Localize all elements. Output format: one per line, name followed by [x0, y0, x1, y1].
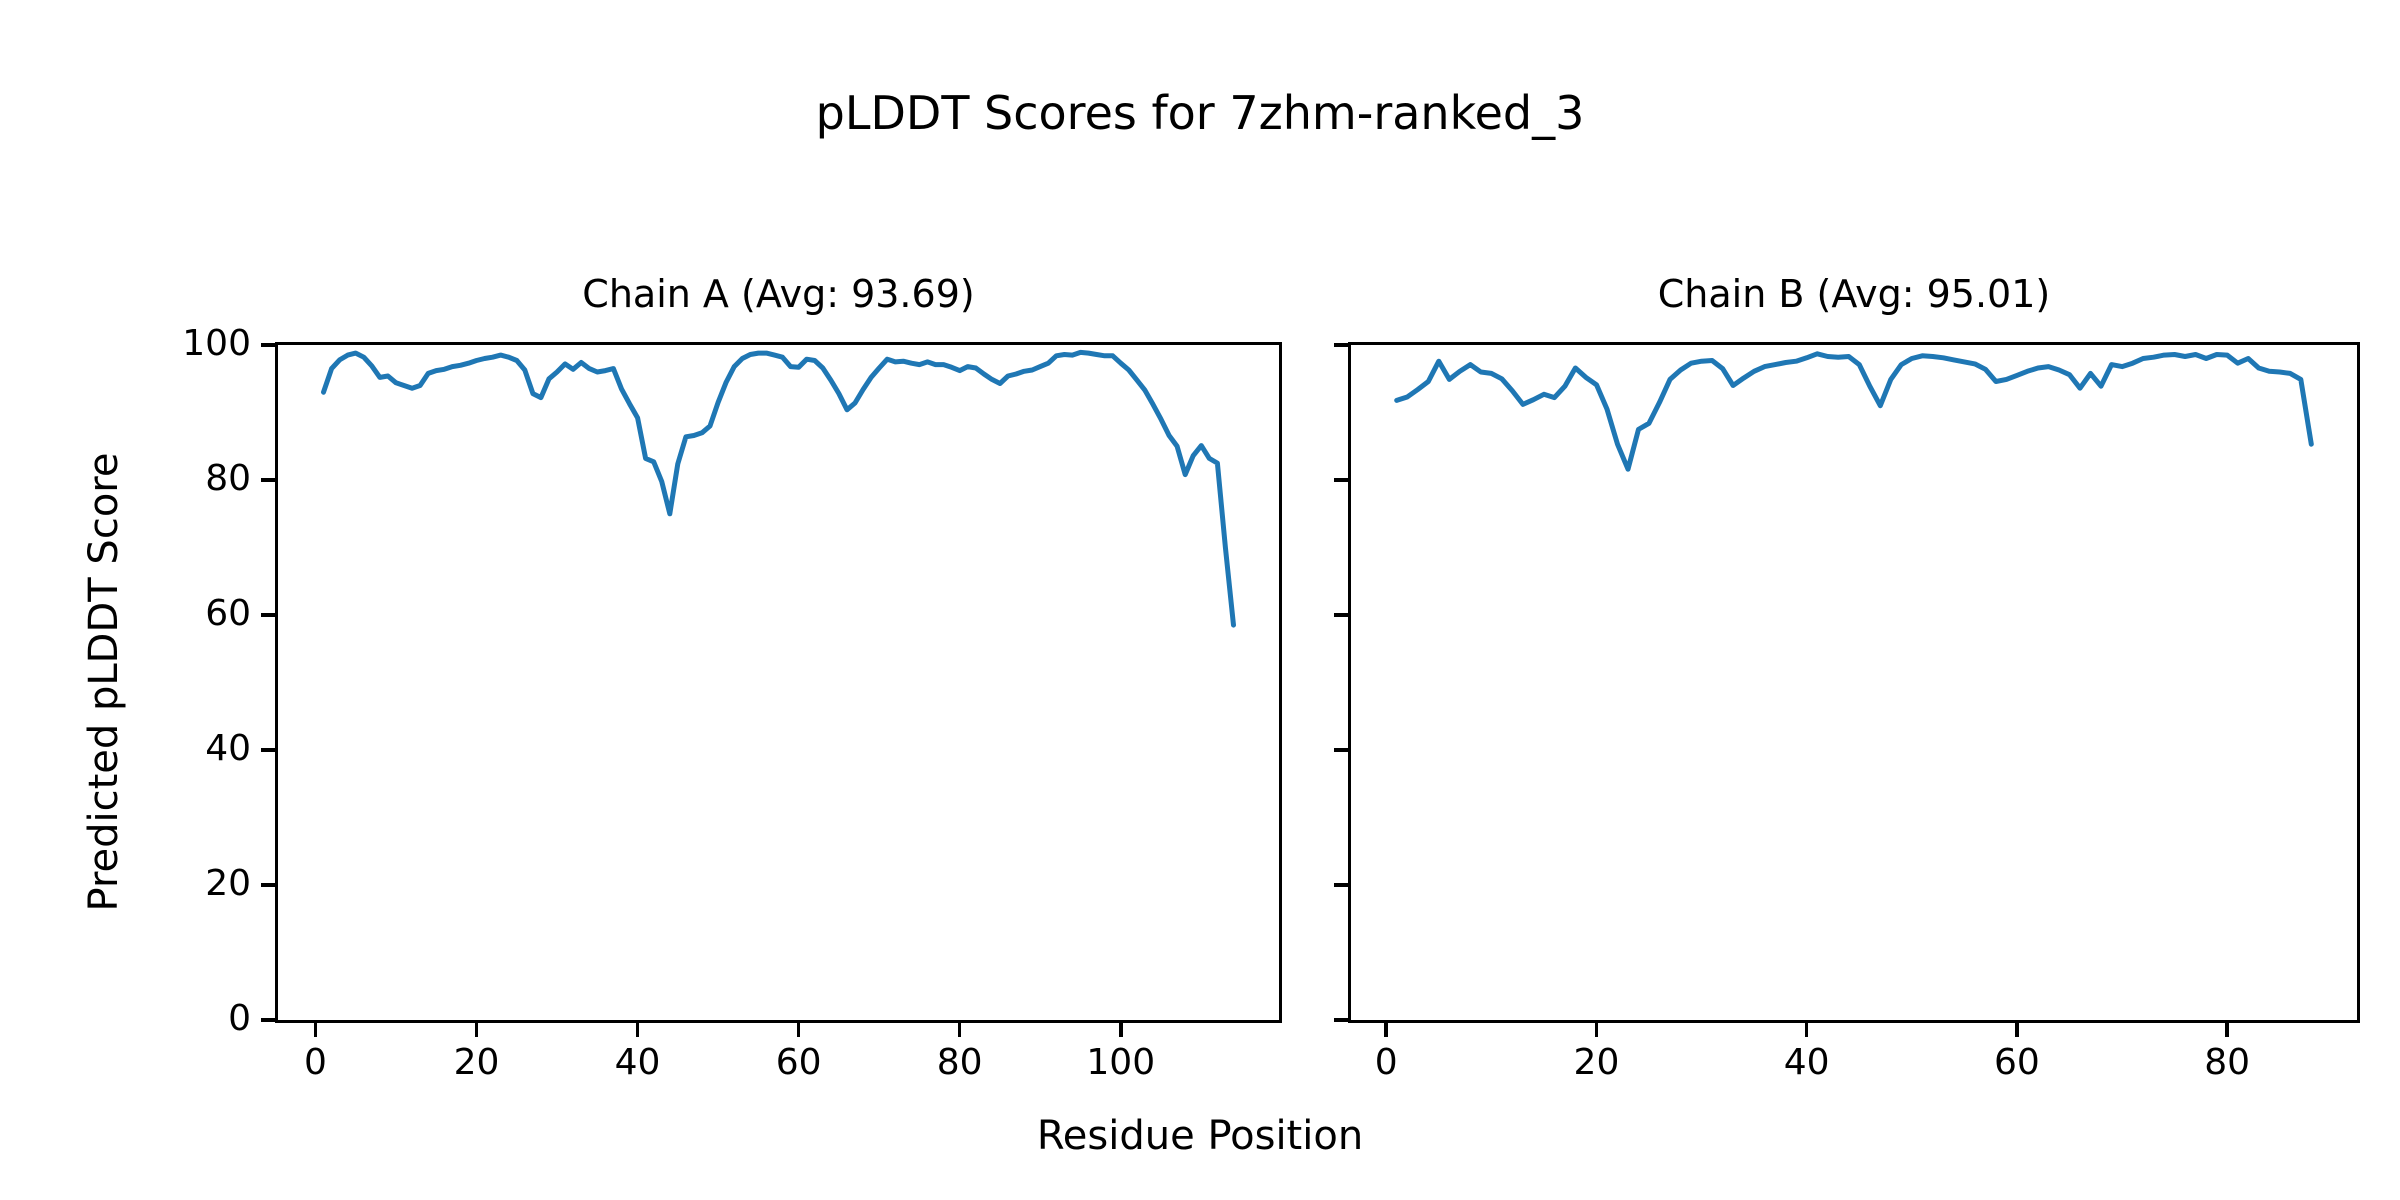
subplot-title-chain-a: Chain A (Avg: 93.69) — [582, 272, 975, 316]
x-tick-label: 100 — [1086, 1042, 1156, 1083]
y-tick-mark — [261, 343, 275, 347]
x-tick-label: 60 — [775, 1042, 822, 1083]
y-tick-label: 80 — [205, 458, 251, 499]
y-tick-mark — [1334, 748, 1348, 752]
x-tick-label: 0 — [303, 1042, 327, 1083]
subplot-title-chain-b: Chain B (Avg: 95.01) — [1657, 272, 2051, 316]
x-tick-mark — [957, 1023, 962, 1037]
x-tick-label: 80 — [2204, 1042, 2251, 1083]
x-tick-label: 80 — [936, 1042, 983, 1083]
y-tick-label: 100 — [182, 323, 251, 364]
y-tick-label: 60 — [205, 593, 251, 634]
y-tick-mark — [261, 613, 275, 617]
x-tick-label: 20 — [1573, 1042, 1620, 1083]
chain-a-plot-svg — [321, 349, 1236, 628]
x-tick-mark — [2225, 1023, 2229, 1037]
x-tick-mark — [474, 1023, 479, 1037]
y-tick-label: 20 — [205, 863, 251, 904]
figure-title: pLDDT Scores for 7zhm-ranked_3 — [815, 86, 1585, 140]
y-tick-label: 40 — [205, 728, 251, 769]
x-tick-mark — [1119, 1023, 1123, 1037]
x-tick-mark — [1384, 1023, 1388, 1037]
y-axis-label: Predicted pLDDT Score — [81, 452, 127, 912]
x-tick-mark — [1594, 1023, 1599, 1037]
y-tick-mark — [261, 478, 275, 482]
y-tick-mark — [1334, 883, 1348, 887]
y-tick-mark — [261, 883, 275, 887]
x-tick-mark — [2015, 1023, 2019, 1037]
x-tick-mark — [796, 1023, 801, 1037]
x-tick-mark — [1804, 1023, 1809, 1037]
x-tick-label: 60 — [1994, 1042, 2040, 1083]
y-tick-mark — [1334, 613, 1348, 617]
y-tick-label: 0 — [228, 998, 251, 1039]
chain-a-plot-area — [275, 342, 1282, 1023]
chain-b-plot-area — [1348, 342, 2360, 1023]
x-tick-label: 0 — [1374, 1042, 1398, 1083]
x-tick-mark — [635, 1023, 640, 1037]
y-tick-mark — [1334, 343, 1348, 347]
y-tick-mark — [261, 748, 275, 752]
x-tick-label: 20 — [453, 1042, 500, 1083]
y-tick-mark — [261, 1018, 275, 1022]
chain-b-plot-svg — [1394, 351, 2314, 472]
x-tick-label: 40 — [1783, 1042, 1830, 1083]
x-axis-label: Residue Position — [1036, 1113, 1364, 1159]
y-tick-mark — [1334, 478, 1348, 482]
x-tick-mark — [313, 1023, 318, 1037]
chain-b-plddt-line — [1394, 351, 2314, 472]
x-tick-label: 40 — [614, 1042, 661, 1083]
chain-a-plddt-line — [321, 349, 1236, 628]
y-tick-mark — [1334, 1018, 1348, 1022]
